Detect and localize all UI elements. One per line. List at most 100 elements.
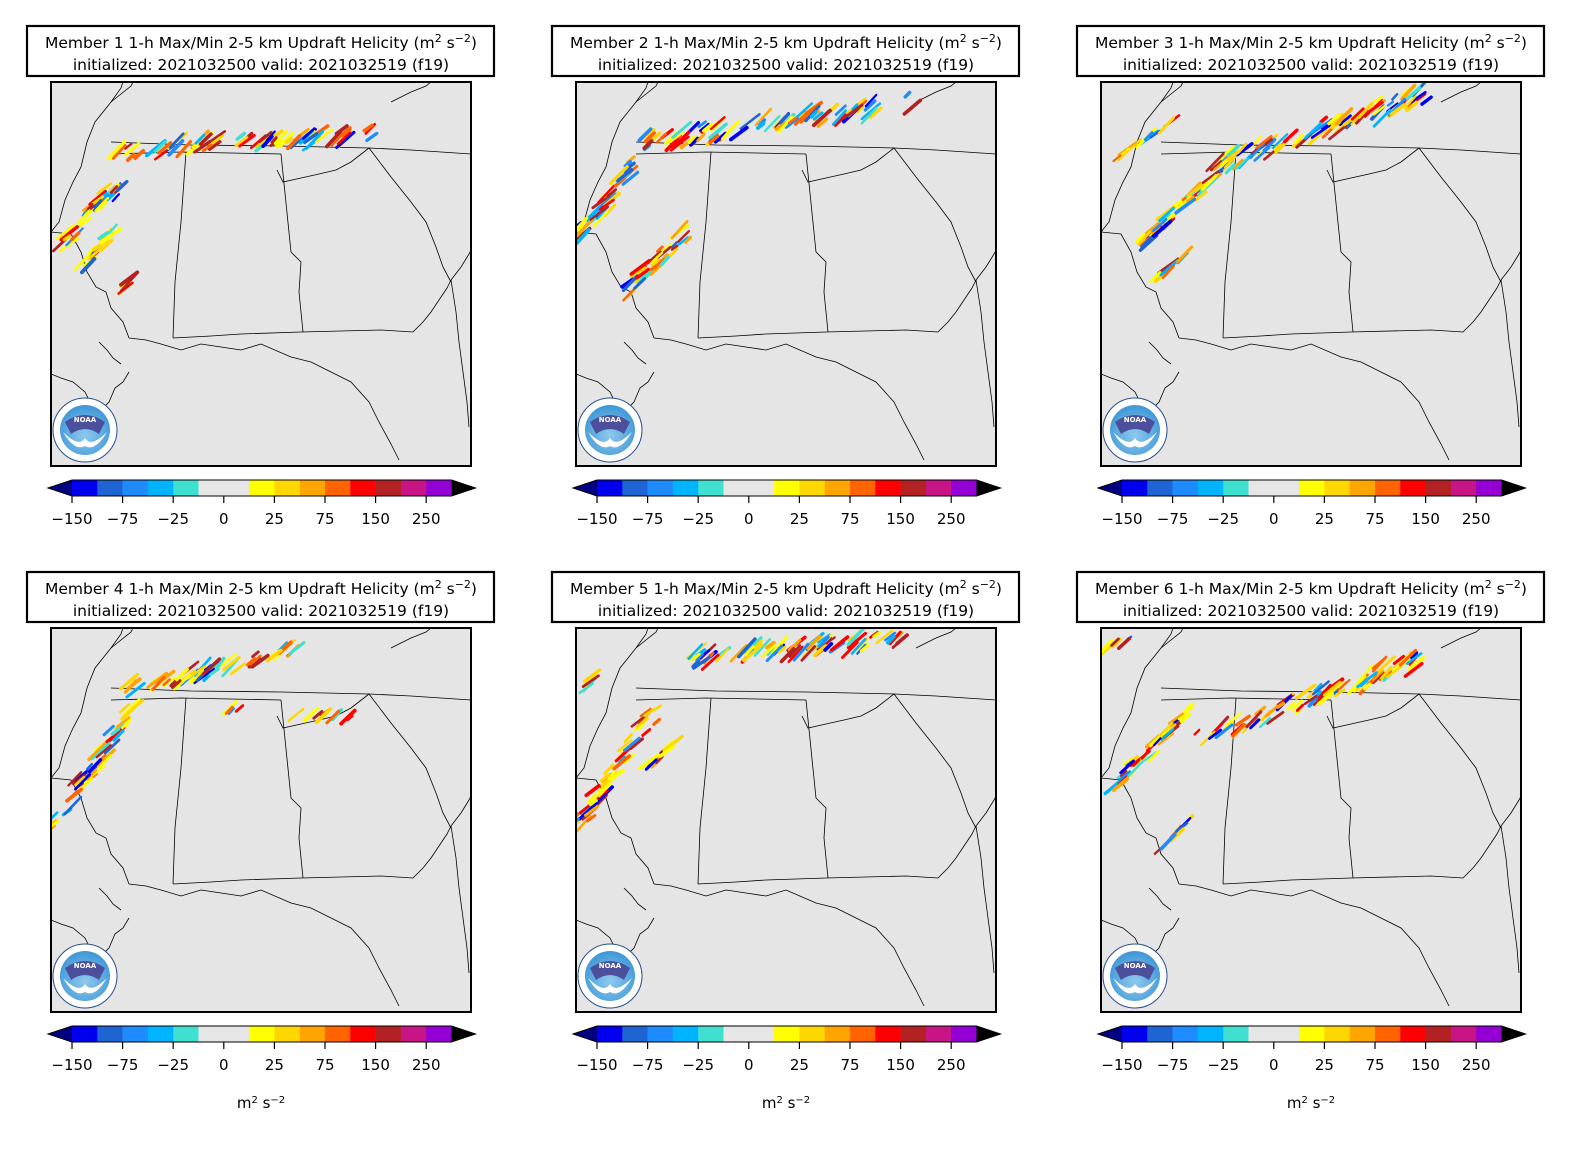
- colorbar-bin: [597, 1026, 623, 1042]
- colorbar-bin: [1197, 480, 1224, 496]
- member-label: Member 3: [1095, 34, 1178, 52]
- unit-superscript: 2: [435, 578, 442, 591]
- map-frame: [575, 81, 997, 467]
- unit-superscript-neg: −2: [1505, 32, 1521, 45]
- colorbar-bin: [850, 480, 876, 496]
- colorbar-bin: [1248, 1026, 1275, 1042]
- colorbar-bin: [647, 1026, 674, 1042]
- colorbar: −150 −75 −25 0 25 75 150 250 m2 s−2: [1096, 1025, 1528, 1112]
- colorbar-bin: [72, 480, 98, 496]
- unit-superscript-neg: −2: [980, 32, 996, 45]
- colorbar-tick-label: −150: [51, 510, 92, 528]
- colorbar-bin: [97, 1026, 123, 1042]
- colorbar-under-arrow: [1098, 1026, 1122, 1042]
- helicity-swaths: [1112, 82, 1433, 283]
- colorbar-tick-label: 25: [1315, 510, 1334, 528]
- member-label: Member 4: [45, 580, 128, 598]
- colorbar-over-arrow: [451, 1026, 476, 1042]
- noaa-logo: NOAA: [577, 943, 643, 1009]
- colorbar-tick-label: −75: [107, 510, 139, 528]
- colorbar-under-arrow: [573, 480, 597, 496]
- panel-title-line2: initialized: 2021032500 valid: 202103251…: [1123, 602, 1499, 620]
- panel-title-line2: initialized: 2021032500 valid: 202103251…: [73, 56, 449, 74]
- colorbar-tick-label: 25: [790, 510, 809, 528]
- noaa-logo: NOAA: [52, 943, 118, 1009]
- colorbar-bin: [799, 1026, 825, 1042]
- colorbar-tick-label: 250: [937, 1056, 966, 1074]
- panel-title-line2: initialized: 2021032500 valid: 202103251…: [598, 602, 974, 620]
- colorbar-bin: [1172, 1026, 1199, 1042]
- unit-superscript-neg: −2: [980, 578, 996, 591]
- colorbar-bin: [1147, 1026, 1173, 1042]
- colorbar-bin: [1197, 1026, 1224, 1042]
- colorbar-bin: [350, 480, 376, 496]
- panel-title: Member 2 1-h Max/Min 2-5 km Updraft Heli…: [550, 24, 1021, 78]
- unit-superscript: 2: [1485, 32, 1492, 45]
- colorbar-bin: [748, 1026, 775, 1042]
- colorbar-bin: [147, 1026, 174, 1042]
- colorbar-tick-label: 250: [937, 510, 966, 528]
- colorbar-tick-label: 75: [315, 1056, 334, 1074]
- colorbar-tick-label: −25: [682, 1056, 714, 1074]
- colorbar-unit-label: m2 s−2: [1287, 1094, 1335, 1112]
- helicity-swaths: [51, 122, 379, 296]
- colorbar: −150 −75 −25 0 25 75 150 250: [46, 479, 478, 528]
- panel-title: Member 5 1-h Max/Min 2-5 km Updraft Heli…: [550, 570, 1021, 624]
- colorbar-bin: [875, 480, 901, 496]
- colorbar-bin: [1122, 480, 1148, 496]
- unit-close: ): [1521, 34, 1527, 52]
- colorbar-bin: [850, 1026, 876, 1042]
- colorbar-bin: [1400, 1026, 1426, 1042]
- colorbar-bin: [951, 1026, 977, 1042]
- map-area: NOAA: [575, 627, 997, 1013]
- map-background: [51, 628, 471, 1012]
- colorbar-bin: [1172, 480, 1199, 496]
- unit-superscript: 2: [960, 32, 967, 45]
- map-frame: [50, 81, 472, 467]
- field-label: 1-h Max/Min 2-5 km Updraft Helicity (m: [654, 34, 960, 52]
- panel-title: Member 3 1-h Max/Min 2-5 km Updraft Heli…: [1075, 24, 1546, 78]
- colorbar-bin: [951, 480, 977, 496]
- colorbar-bin: [597, 480, 623, 496]
- colorbar-tick-label: 0: [1269, 510, 1279, 528]
- unit-s: s: [442, 34, 455, 52]
- colorbar-bin: [400, 1026, 427, 1042]
- map-area: NOAA: [1100, 627, 1522, 1013]
- colorbar-bin: [748, 480, 775, 496]
- map-frame: [1100, 627, 1522, 1013]
- map-background: [1101, 628, 1521, 1012]
- colorbar-tick-label: 0: [219, 1056, 229, 1074]
- colorbar-bin: [122, 1026, 149, 1042]
- field-label: 1-h Max/Min 2-5 km Updraft Helicity (m: [1179, 580, 1485, 598]
- panel-2: Member 2 1-h Max/Min 2-5 km Updraft Heli…: [550, 24, 1021, 528]
- colorbar-over-arrow: [1501, 1026, 1526, 1042]
- colorbar-bin: [198, 1026, 225, 1042]
- unit-s: s: [442, 580, 455, 598]
- panel-title: Member 6 1-h Max/Min 2-5 km Updraft Heli…: [1075, 570, 1546, 624]
- colorbar-bin: [672, 480, 699, 496]
- colorbar-tick-label: −75: [632, 1056, 664, 1074]
- colorbar-bin: [375, 1026, 402, 1042]
- colorbar-tick-label: −150: [576, 1056, 617, 1074]
- colorbar-tick-label: 75: [1365, 1056, 1384, 1074]
- panel-4: Member 4 1-h Max/Min 2-5 km Updraft Heli…: [25, 570, 496, 1112]
- state-borders: [576, 628, 996, 1007]
- colorbar-tick-label: −75: [1157, 1056, 1189, 1074]
- colorbar: −150 −75 −25 0 25 75 150 250 m2 s−2: [571, 1025, 1003, 1112]
- colorbar-bin: [173, 480, 199, 496]
- colorbar-bin: [1375, 1026, 1401, 1042]
- colorbar-tick-label: 25: [265, 1056, 284, 1074]
- colorbar-tick-label: −25: [1207, 1056, 1239, 1074]
- colorbar-bin: [325, 480, 351, 496]
- colorbar-tick-label: 75: [1365, 510, 1384, 528]
- colorbar-bin: [824, 480, 851, 496]
- map-frame: [575, 627, 997, 1013]
- noaa-logo: NOAA: [52, 397, 118, 463]
- colorbar-bin: [1324, 480, 1350, 496]
- colorbar-bin: [774, 1026, 800, 1042]
- colorbar-tick-label: 250: [412, 1056, 441, 1074]
- panel-title-line1: Member 1 1-h Max/Min 2-5 km Updraft Heli…: [45, 32, 477, 53]
- colorbar-bin: [799, 480, 825, 496]
- colorbar-bin: [1375, 480, 1401, 496]
